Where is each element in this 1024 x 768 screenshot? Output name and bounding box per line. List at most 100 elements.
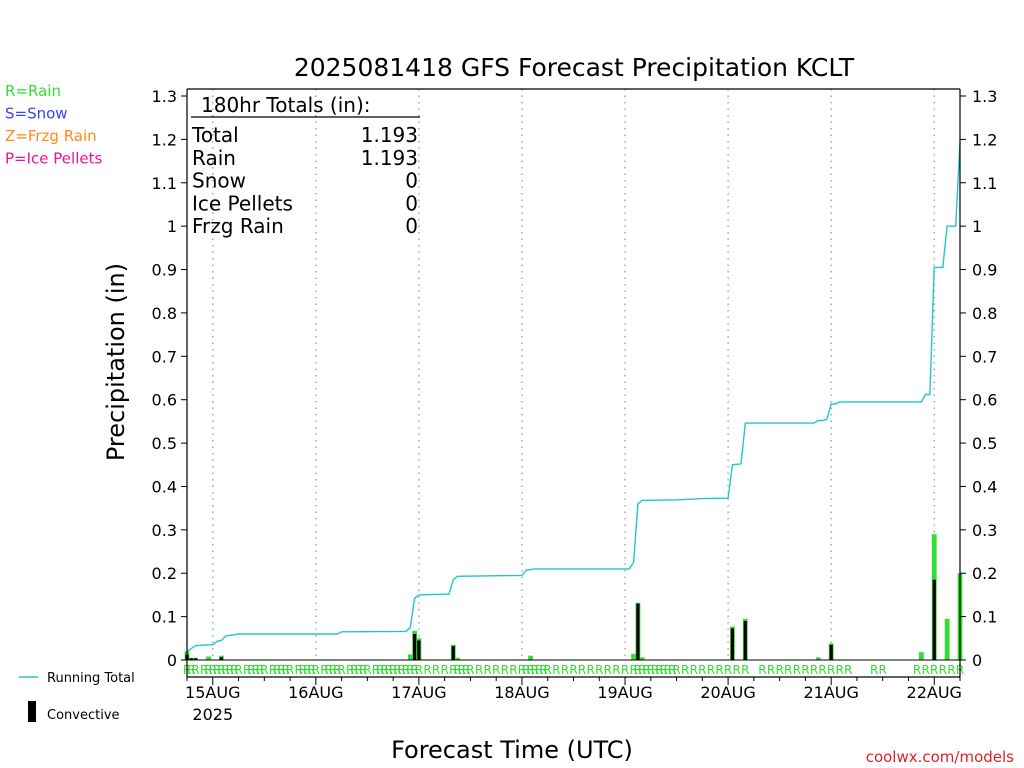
precip-type-mark: R (303, 663, 311, 677)
y-tick-label-right: 0 (972, 651, 982, 670)
precip-type-mark: R (522, 663, 530, 677)
precip-type-mark: R (651, 663, 659, 677)
y-tick-label-right: 0.1 (972, 608, 997, 627)
precipitation-bars (184, 534, 963, 660)
precip-type-mark: R (312, 663, 320, 677)
precip-type-mark: R (767, 663, 775, 677)
y-tick-label-right: 0.7 (972, 347, 997, 366)
precip-type-mark: R (724, 663, 732, 677)
y-tick-label-right: 0.8 (972, 304, 997, 323)
precip-type-mark: R (501, 663, 509, 677)
precip-type-mark: R (376, 663, 384, 677)
precip-type-mark: R (423, 663, 431, 677)
precip-type-mark: R (234, 663, 242, 677)
y-axis-label: Precipitation (in) (102, 263, 130, 461)
precip-type-mark: R (372, 663, 380, 677)
precip-type-mark: R (870, 663, 878, 677)
precip-type-mark: R (209, 663, 217, 677)
precip-type-mark: R (539, 663, 547, 677)
precip-type-mark: R (221, 663, 229, 677)
y-tick-label-left: 0.6 (152, 391, 177, 410)
precip-type-mark: R (385, 663, 393, 677)
convective-bar (451, 646, 455, 660)
precip-type-mark: R (844, 663, 852, 677)
legend-type-label: Z=Frzg Rain (5, 127, 97, 145)
y-tick-label-right: 0.3 (972, 521, 997, 540)
precip-type-mark: R (690, 663, 698, 677)
precip-type-mark: R (642, 663, 650, 677)
legend-type-label: P=Ice Pellets (5, 150, 102, 168)
convective-bar (743, 620, 747, 660)
precip-type-mark: R (621, 663, 629, 677)
precip-type-mark: R (535, 663, 543, 677)
x-tick-label: 17AUG (391, 683, 446, 702)
y-tick-label-left: 0.8 (152, 304, 177, 323)
precip-type-mark: R (243, 663, 251, 677)
y-tick-label-left: 0.1 (152, 608, 177, 627)
precip-type-mark: R (827, 663, 835, 677)
y-tick-label-right: 1.1 (972, 174, 997, 193)
y-tick-label-left: 1.1 (152, 174, 177, 193)
x-tick-label: 22AUG (907, 683, 962, 702)
precip-type-mark: R (664, 663, 672, 677)
precip-type-mark: R (587, 663, 595, 677)
y-tick-label-left: 0.4 (152, 477, 177, 496)
precip-type-mark: R (810, 663, 818, 677)
precip-type-mark: R (672, 663, 680, 677)
precip-type-mark: R (612, 663, 620, 677)
precip-type-mark: R (544, 663, 552, 677)
totals-row-label: Snow (192, 169, 246, 193)
precip-type-mark: R (346, 663, 354, 677)
precip-type-mark: R (836, 663, 844, 677)
y-tick-label-left: 0.5 (152, 434, 177, 453)
precip-type-mark: R (398, 663, 406, 677)
precip-type-mark: R (475, 663, 483, 677)
precip-type-mark: R (801, 663, 809, 677)
totals-row-value: 0 (405, 214, 418, 238)
convective-bar (417, 640, 421, 660)
precip-type-mark: R (947, 663, 955, 677)
precip-type-mark: R (784, 663, 792, 677)
precip-type-mark: R (230, 663, 238, 677)
x-tick-label: 15AUG (185, 683, 240, 702)
precip-type-mark: R (363, 663, 371, 677)
precip-type-mark: R (698, 663, 706, 677)
x-tick-label: 18AUG (494, 683, 549, 702)
convective-bar (636, 603, 640, 660)
y-tick-label-left: 0.9 (152, 261, 177, 280)
precip-type-mark: R (715, 663, 723, 677)
x-tick-label: 21AUG (803, 683, 858, 702)
legend-type-label: R=Rain (5, 82, 61, 100)
totals-row-value: 0 (405, 169, 418, 193)
precip-type-mark: R (681, 663, 689, 677)
grid-lines (212, 89, 935, 660)
precip-type-mark: R (604, 663, 612, 677)
precip-type-mark: R (415, 663, 423, 677)
precip-type-mark: R (939, 663, 947, 677)
precip-bar (528, 655, 533, 660)
precip-type-mark: R (509, 663, 517, 677)
x-tick-label: 19AUG (597, 683, 652, 702)
precip-bar (455, 657, 460, 660)
precip-type-mark: R (359, 663, 367, 677)
precip-bar (815, 657, 821, 660)
precip-type-mark: R (818, 663, 826, 677)
precip-type-mark: R (629, 663, 637, 677)
totals-row-label: Rain (192, 146, 236, 170)
precip-type-mark: R (526, 663, 534, 677)
y-tick-label-left: 0.2 (152, 564, 177, 583)
y-tick-label-right: 1.3 (972, 87, 997, 106)
precip-bar (639, 657, 645, 660)
precip-type-mark: R (552, 663, 560, 677)
precip-type-mark: R (483, 663, 491, 677)
precip-type-mark: R (578, 663, 586, 677)
legend-convective-label: Convective (47, 708, 120, 723)
y-tick-label-right: 0.5 (972, 434, 997, 453)
precip-type-mark: R (410, 663, 418, 677)
y-tick-label-right: 0.4 (972, 477, 997, 496)
plot-axes (186, 88, 961, 678)
precip-type-mark: R (879, 663, 887, 677)
precip-type-mark: R (793, 663, 801, 677)
precip-type-mark: R (930, 663, 938, 677)
